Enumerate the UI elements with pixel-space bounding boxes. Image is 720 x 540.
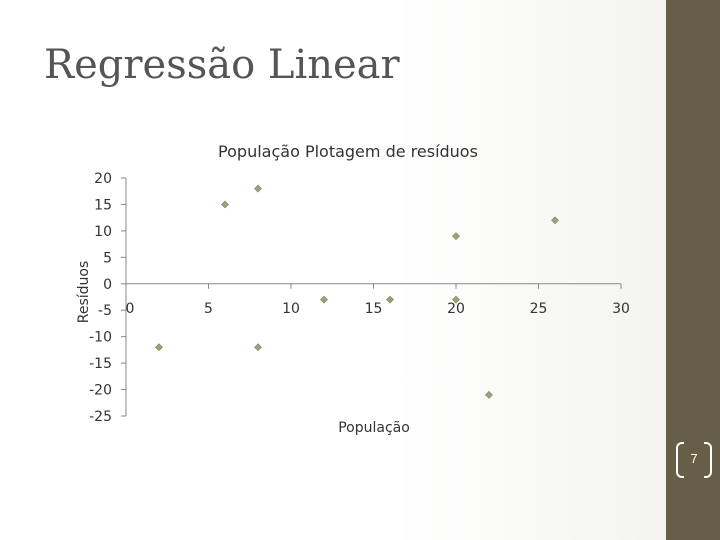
chart-title: População Plotagem de resíduos (218, 142, 478, 161)
y-tick-label: 10 (94, 224, 112, 240)
data-point (551, 216, 559, 225)
page-number: 7 (690, 451, 698, 466)
data-point (254, 343, 262, 352)
x-tick-label: 20 (447, 301, 465, 317)
x-tick-label: 30 (612, 301, 630, 317)
y-tick-label: 0 (103, 277, 112, 293)
data-point (386, 295, 394, 304)
y-tick-label: -5 (98, 303, 112, 319)
x-tick-label: 25 (530, 301, 548, 317)
data-point (452, 232, 460, 241)
x-tick-label: 5 (204, 301, 213, 317)
y-axis-label: Resíduos (76, 261, 92, 324)
x-tick-label: 15 (365, 301, 383, 317)
y-tick-label: -15 (89, 356, 112, 372)
slide-title: Regressão Linear (44, 42, 400, 88)
y-tick-label: 20 (94, 171, 112, 187)
chart-tick-labels: 20 15 10 5 0 -5 -10 -15 -20 -25 0 5 10 15 20 25 30 (89, 171, 630, 425)
x-tick-label: 0 (126, 301, 135, 317)
y-tick-label: -20 (89, 383, 112, 399)
y-tick-label: 15 (94, 197, 112, 213)
chart-axes (121, 177, 622, 417)
page-number-right-bracket-icon (704, 442, 712, 478)
data-point (221, 200, 229, 209)
y-tick-label: -10 (89, 330, 112, 346)
data-point (485, 390, 493, 399)
x-axis-label: População (338, 420, 410, 436)
y-tick-label: -25 (89, 409, 112, 425)
data-point (155, 343, 163, 352)
y-tick-label: 5 (103, 250, 112, 266)
data-point (320, 295, 328, 304)
data-point (452, 295, 460, 304)
chart-points (155, 184, 559, 399)
data-point (254, 184, 262, 193)
x-tick-label: 10 (282, 301, 300, 317)
page-number-left-bracket-icon (676, 442, 684, 478)
